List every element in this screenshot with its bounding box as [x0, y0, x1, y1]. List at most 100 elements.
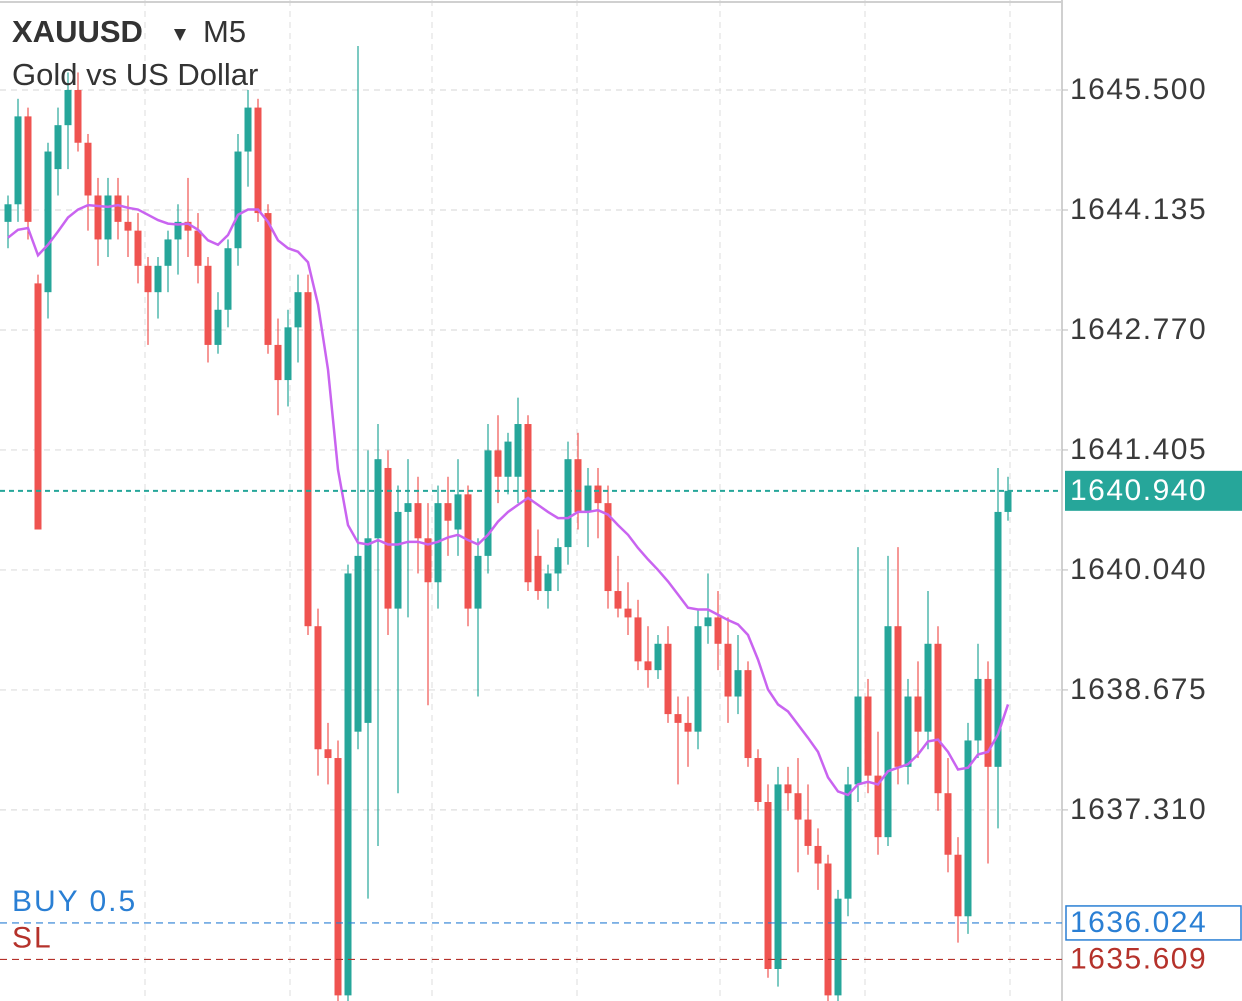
candle-body: [254, 107, 262, 214]
candle-body: [974, 678, 982, 741]
candle-body: [584, 485, 592, 512]
candle-body: [534, 555, 542, 592]
candle-body: [614, 591, 622, 609]
candle-body: [284, 327, 292, 381]
order-name: SL: [12, 921, 53, 954]
candle-body: [344, 573, 352, 996]
candle-body: [464, 494, 472, 609]
candle-body: [94, 195, 102, 240]
candle-body: [754, 758, 762, 802]
candle-body: [14, 116, 22, 205]
y-tick-label: 1640.040: [1070, 553, 1207, 586]
current-price-label: 1640.940: [1070, 474, 1207, 507]
candle-body: [764, 801, 772, 970]
candle-body: [594, 485, 602, 504]
candle-body: [214, 309, 222, 345]
candle-body: [684, 722, 692, 732]
moving-average: [7, 203, 1010, 797]
candle-body: [34, 283, 42, 530]
candle-body: [934, 643, 942, 794]
candle-body: [734, 670, 742, 697]
candle-body: [4, 204, 12, 222]
candle-body: [374, 459, 382, 539]
candle-body: [454, 494, 462, 530]
candle-body: [124, 221, 132, 231]
candle-body: [924, 643, 932, 732]
candle-body: [104, 195, 112, 240]
candle-body: [704, 617, 712, 627]
dropdown-arrow[interactable]: [174, 29, 186, 41]
candle-body: [324, 749, 332, 759]
candle-body: [164, 239, 172, 266]
candle-body: [544, 573, 552, 592]
y-tick-label: 1645.500: [1070, 73, 1207, 106]
candle-body: [504, 441, 512, 477]
candle-body: [204, 265, 212, 345]
y-tick-label: 1644.135: [1070, 193, 1207, 226]
candle-body: [834, 898, 842, 996]
candle-body: [794, 793, 802, 820]
candle-body: [154, 265, 162, 293]
candle-body: [524, 424, 532, 583]
candle-body: [564, 459, 572, 548]
y-tick-label: 1641.405: [1070, 433, 1207, 466]
candle-body: [984, 678, 992, 767]
order-price-label: 1635.609: [1070, 942, 1207, 975]
timeframe[interactable]: M5: [203, 14, 246, 49]
candle-body: [644, 661, 652, 671]
candle-body: [444, 503, 452, 521]
candle-body: [404, 503, 412, 512]
candle-body: [694, 626, 702, 732]
candle-body: [744, 670, 752, 759]
candle-body: [784, 784, 792, 794]
candle-body: [394, 511, 402, 609]
candle-body: [134, 230, 142, 266]
candle-body: [144, 265, 152, 293]
candle-body: [854, 696, 862, 785]
candle-body: [364, 538, 372, 723]
candle-body: [414, 503, 422, 539]
candle-body: [954, 854, 962, 917]
candle-body: [234, 151, 242, 249]
order-name: BUY 0.5: [12, 885, 137, 918]
candle-body: [184, 221, 192, 231]
plot-area: [0, 46, 1062, 1001]
candle-body: [44, 151, 52, 293]
candle-body: [354, 555, 362, 732]
candle-body: [724, 643, 732, 697]
y-tick-label: 1642.770: [1070, 313, 1207, 346]
symbol: XAUUSD: [12, 14, 143, 49]
candle-body: [994, 511, 1002, 767]
candle-body: [864, 696, 872, 776]
candle-body: [194, 230, 202, 266]
candle-body: [84, 142, 92, 196]
candle-body: [654, 643, 662, 671]
candle-body: [24, 116, 32, 222]
candle-body: [384, 467, 392, 609]
candle-body: [304, 292, 312, 627]
candle-body: [824, 863, 832, 996]
candle-body: [674, 714, 682, 723]
candle-body: [604, 503, 612, 592]
candle-body: [574, 459, 582, 512]
current-price-box: [1065, 470, 1242, 511]
candle-body: [894, 626, 902, 767]
candle-body: [314, 626, 322, 750]
candle-body: [964, 740, 972, 917]
candle-body: [884, 626, 892, 838]
candle-body: [74, 90, 82, 143]
candle-body: [264, 213, 272, 345]
candle-body: [904, 696, 912, 767]
candle-body: [914, 696, 922, 732]
candle-body: [334, 758, 342, 996]
candle-body: [54, 125, 62, 170]
candle-body: [244, 107, 252, 152]
order-price-box: [1065, 905, 1242, 941]
candle-body: [294, 292, 302, 328]
candle-body: [484, 450, 492, 556]
candle-body: [804, 819, 812, 846]
candle-body: [814, 845, 822, 864]
candle-body: [114, 195, 122, 222]
